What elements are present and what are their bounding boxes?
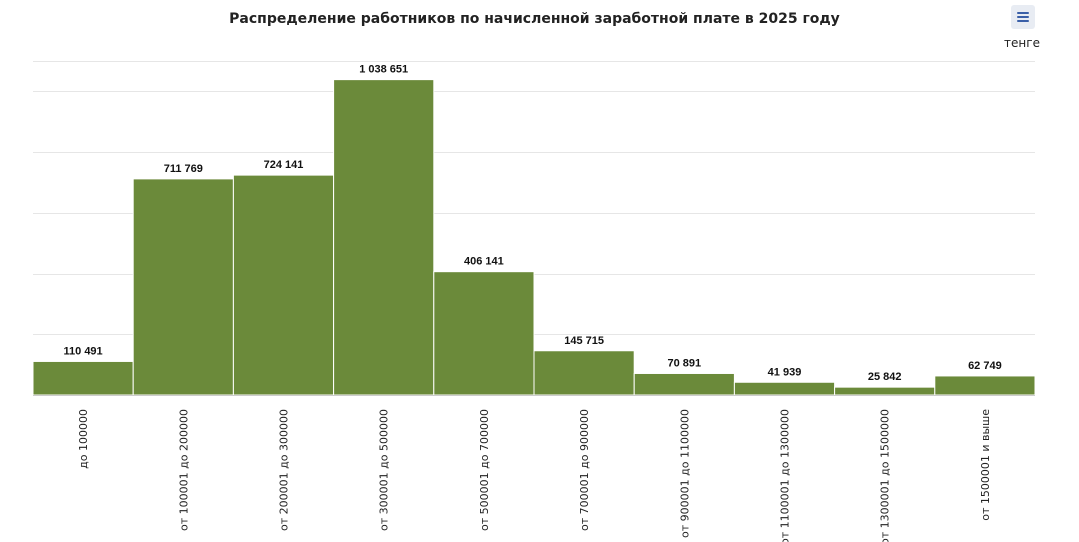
x-tick-labels: до 100000 от 100001 до 200000 от 200001 до…	[77, 409, 992, 542]
bar[interactable]	[333, 79, 435, 396]
x-tick-label: от 1300001 до 1500000	[879, 409, 892, 542]
x-tick-label: от 200001 до 300000	[278, 409, 291, 531]
data-label: 145 715	[564, 335, 604, 347]
x-tick-label: от 700001 до 900000	[578, 409, 591, 531]
bar[interactable]	[934, 375, 1036, 396]
x-tick-label: от 300001 до 500000	[378, 409, 391, 531]
bars	[32, 79, 1036, 396]
bar[interactable]	[533, 350, 635, 396]
data-label: 711 769	[164, 163, 203, 175]
data-label: 25 842	[868, 371, 902, 383]
bar[interactable]	[132, 178, 234, 396]
data-label: 41 939	[768, 366, 802, 378]
x-tick-label: от 500001 до 700000	[478, 409, 491, 531]
bar[interactable]	[633, 372, 735, 396]
data-label: 70 891	[667, 357, 701, 369]
data-label: 406 141	[464, 256, 504, 268]
x-tick-label: до 100000	[77, 409, 90, 469]
bar[interactable]	[834, 386, 936, 396]
data-label: 1 038 651	[359, 64, 408, 76]
data-label: 724 141	[264, 159, 304, 171]
data-label: 62 749	[968, 360, 1002, 372]
x-tick-label: от 900001 до 1100000	[678, 409, 691, 538]
x-tick-label: от 1100001 до 1300000	[779, 409, 792, 542]
chart-menu-button[interactable]	[1011, 5, 1035, 29]
chart-title: Распределение работников по начисленной …	[229, 11, 840, 27]
data-labels: 110 491 711 769 724 141 1 038 651 406 141 145…	[64, 64, 1002, 384]
bar[interactable]	[32, 360, 134, 396]
x-tick-label: от 1500001 и выше	[979, 409, 992, 521]
bar[interactable]	[733, 381, 836, 396]
bar[interactable]	[232, 174, 335, 396]
bar[interactable]	[433, 271, 535, 396]
unit-label: тенге	[1004, 36, 1040, 50]
data-label: 110 491	[64, 345, 103, 357]
x-tick-label: от 100001 до 200000	[177, 409, 190, 531]
